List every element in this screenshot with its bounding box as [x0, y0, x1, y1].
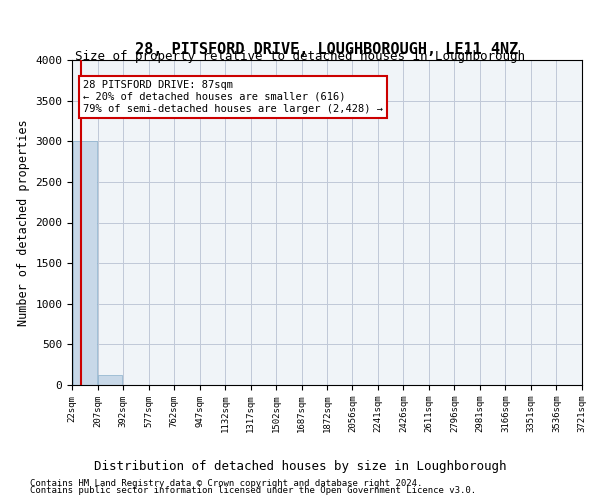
Text: Contains public sector information licensed under the Open Government Licence v3: Contains public sector information licen…: [30, 486, 476, 495]
Bar: [98, 375, 122, 385]
Bar: [73, 141, 97, 385]
Text: Contains HM Land Registry data © Crown copyright and database right 2024.: Contains HM Land Registry data © Crown c…: [30, 478, 422, 488]
Text: Size of property relative to detached houses in Loughborough: Size of property relative to detached ho…: [75, 50, 525, 63]
Title: 28, PITSFORD DRIVE, LOUGHBOROUGH, LE11 4NZ: 28, PITSFORD DRIVE, LOUGHBOROUGH, LE11 4…: [136, 42, 518, 58]
Text: 28 PITSFORD DRIVE: 87sqm
← 20% of detached houses are smaller (616)
79% of semi-: 28 PITSFORD DRIVE: 87sqm ← 20% of detach…: [83, 80, 383, 114]
Y-axis label: Number of detached properties: Number of detached properties: [17, 119, 30, 326]
Text: Distribution of detached houses by size in Loughborough: Distribution of detached houses by size …: [94, 460, 506, 473]
